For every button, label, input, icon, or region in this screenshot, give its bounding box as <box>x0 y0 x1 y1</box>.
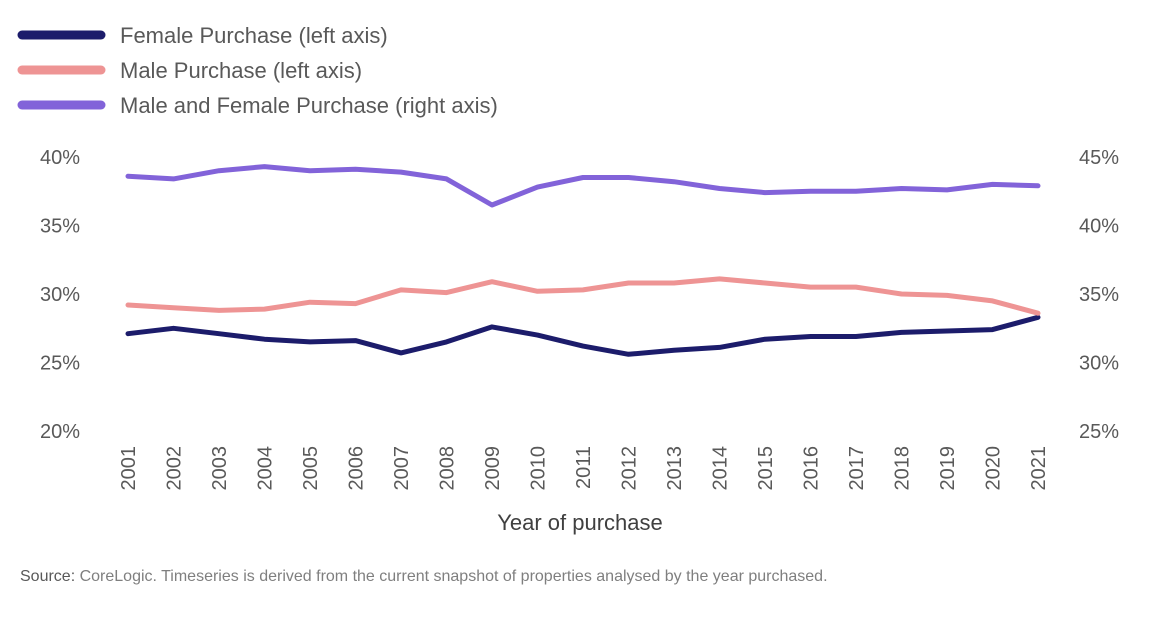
left-axis: 40% 35% 30% 25% 20% <box>40 147 80 443</box>
right-tick-label: 45% <box>1079 147 1119 169</box>
x-tick-label: 2019 <box>937 446 959 491</box>
right-axis: 45% 40% 35% 30% 25% <box>1079 147 1119 443</box>
left-tick-label: 20% <box>40 421 80 443</box>
legend-label: Male and Female Purchase (right axis) <box>120 93 498 118</box>
source-note: Source: CoreLogic. Timeseries is derived… <box>20 568 828 586</box>
x-tick-label: 2001 <box>118 446 140 491</box>
source-label: Source: <box>20 568 76 585</box>
x-tick-label: 2006 <box>346 446 368 491</box>
series-line <box>125 164 1041 208</box>
x-tick-label: 2016 <box>801 446 823 491</box>
x-tick-label: 2010 <box>528 446 550 491</box>
x-tick-label: 2002 <box>164 446 186 491</box>
x-tick-label: 2018 <box>892 446 914 491</box>
legend-label: Female Purchase (left axis) <box>120 23 388 48</box>
right-tick-label: 40% <box>1079 216 1119 238</box>
x-tick-label: 2003 <box>209 446 231 491</box>
legend: Female Purchase (left axis) Male Purchase… <box>17 23 498 118</box>
right-tick-label: 30% <box>1079 353 1119 375</box>
right-tick-label: 25% <box>1079 421 1119 443</box>
left-tick-label: 35% <box>40 216 80 238</box>
x-axis-title: Year of purchase <box>497 510 663 535</box>
x-tick-label: 2013 <box>664 446 686 491</box>
series-line <box>125 314 1041 357</box>
x-tick-label: 2008 <box>437 446 459 491</box>
x-tick-label: 2017 <box>846 446 868 491</box>
series-line <box>125 276 1041 316</box>
x-tick-label: 2014 <box>710 446 732 491</box>
x-tick-label: 2005 <box>300 446 322 491</box>
left-tick-label: 40% <box>40 147 80 169</box>
x-tick-label: 2015 <box>755 446 777 491</box>
chart-canvas: Female Purchase (left axis) Male Purchase… <box>17 23 1119 535</box>
right-tick-label: 35% <box>1079 284 1119 306</box>
plot-area <box>125 164 1041 357</box>
left-tick-label: 25% <box>40 353 80 375</box>
source-text: CoreLogic. Timeseries is derived from th… <box>75 568 828 585</box>
x-tick-label: 2012 <box>619 446 641 491</box>
left-tick-label: 30% <box>40 284 80 306</box>
x-tick-label: 2004 <box>255 446 277 491</box>
x-tick-label: 2009 <box>482 446 504 491</box>
x-tick-label: 2011 <box>573 446 595 489</box>
x-tick-label: 2021 <box>1028 446 1050 491</box>
x-tick-label: 2007 <box>391 446 413 491</box>
legend-label: Male Purchase (left axis) <box>120 58 362 83</box>
x-axis: 2001 2002 2003 2004 2005 2006 2007 2008 2009 2010… <box>118 446 1050 491</box>
x-tick-label: 2020 <box>983 446 1005 491</box>
